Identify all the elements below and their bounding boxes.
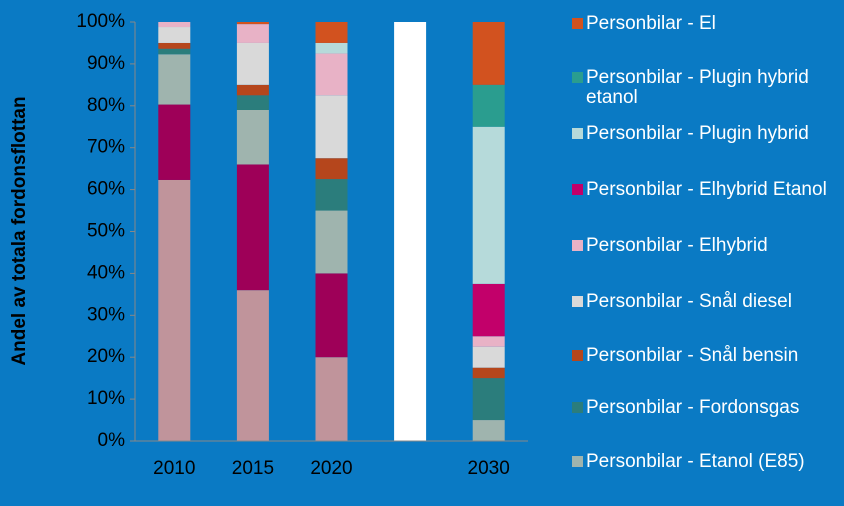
- legend-item: Personbilar - Elhybrid: [572, 236, 840, 256]
- bar-segment: [472, 420, 505, 441]
- legend-swatch: [572, 240, 583, 251]
- bar-segment: [394, 22, 427, 441]
- x-tick-label: 2010: [153, 458, 195, 479]
- bar-segment: [472, 346, 505, 368]
- legend-swatch: [572, 18, 583, 29]
- legend-label: Personbilar - Plugin hybrid etanol: [586, 67, 809, 108]
- legend-item: Personbilar - Plugin hybrid etanol: [572, 68, 840, 108]
- bar-segment: [472, 126, 505, 284]
- legend-label: Personbilar - Elhybrid Etanol: [586, 179, 827, 200]
- bar-segment: [315, 22, 348, 43]
- legend-label: Personbilar - El: [586, 13, 716, 34]
- bar-segment: [315, 42, 348, 54]
- bar-segment: [315, 95, 348, 159]
- bar-segment: [472, 378, 505, 421]
- bar-segment: [158, 48, 191, 55]
- x-tick-label: 2030: [468, 458, 510, 479]
- bar-segment: [472, 336, 505, 347]
- bar-segment: [472, 283, 505, 337]
- legend-swatch: [572, 456, 583, 467]
- y-tick-label: 90%: [87, 53, 125, 74]
- y-tick-label: 30%: [87, 304, 125, 325]
- y-tick-label: 20%: [87, 346, 125, 367]
- bar-segment: [472, 22, 505, 85]
- legend-label: Personbilar - Elhybrid: [586, 235, 768, 256]
- bar-segment: [158, 27, 191, 43]
- legend-item: Personbilar - Elhybrid Etanol: [572, 180, 840, 200]
- legend-swatch: [572, 128, 583, 139]
- y-tick-label: 60%: [87, 179, 125, 200]
- bar-segment: [236, 164, 269, 291]
- legend-label: Personbilar - Fordonsgas: [586, 397, 800, 418]
- bar-segment: [158, 104, 191, 180]
- bar-segment: [315, 210, 348, 274]
- bar-segment: [236, 290, 269, 441]
- legend-swatch: [572, 402, 583, 413]
- legend-swatch: [572, 350, 583, 361]
- y-tick-label: 50%: [87, 221, 125, 242]
- y-tick-label: 0%: [98, 430, 126, 451]
- legend-swatch: [572, 296, 583, 307]
- legend-label: Personbilar - Etanol (E85): [586, 451, 805, 472]
- legend-label: Personbilar - Snål diesel: [586, 291, 792, 312]
- legend-item: Personbilar - Etanol (E85): [572, 452, 840, 472]
- legend-item: Personbilar - Snål bensin: [572, 346, 840, 366]
- legend-label: Personbilar - Snål bensin: [586, 345, 799, 366]
- legend-label: Personbilar - Plugin hybrid: [586, 123, 809, 144]
- legend-item: Personbilar - Plugin hybrid: [572, 124, 840, 144]
- bar-segment: [236, 84, 269, 96]
- legend-item: Personbilar - Snål diesel: [572, 292, 840, 312]
- bar-segment: [236, 24, 269, 43]
- y-tick-label: 70%: [87, 137, 125, 158]
- bar-segment: [472, 367, 505, 379]
- bar-segment: [236, 95, 269, 110]
- x-tick-label: 2020: [310, 458, 352, 479]
- y-axis-label: Andel av totala fordonsflottan: [9, 96, 30, 365]
- y-tick-label: 80%: [87, 95, 125, 116]
- bar-segment: [236, 109, 269, 165]
- bar-segment: [315, 357, 348, 441]
- legend-item: Personbilar - El: [572, 14, 840, 34]
- y-tick-label: 10%: [87, 388, 125, 409]
- bar-segment: [236, 42, 269, 85]
- bar-segment: [158, 22, 191, 28]
- legend-item: Personbilar - Fordonsgas: [572, 398, 840, 418]
- bar-segment: [315, 158, 348, 180]
- bar-segment: [315, 53, 348, 96]
- bar-segment: [158, 42, 191, 49]
- bar-segment: [315, 273, 348, 358]
- legend-swatch: [572, 72, 583, 83]
- y-tick-label: 100%: [76, 11, 125, 32]
- bar-segment: [315, 179, 348, 211]
- x-tick-label: 2015: [232, 458, 274, 479]
- bar-segment: [158, 54, 191, 105]
- y-tick-label: 40%: [87, 262, 125, 283]
- bar-segment: [158, 179, 191, 441]
- legend-swatch: [572, 184, 583, 195]
- bar-segment: [236, 22, 269, 25]
- bar-segment: [472, 84, 505, 127]
